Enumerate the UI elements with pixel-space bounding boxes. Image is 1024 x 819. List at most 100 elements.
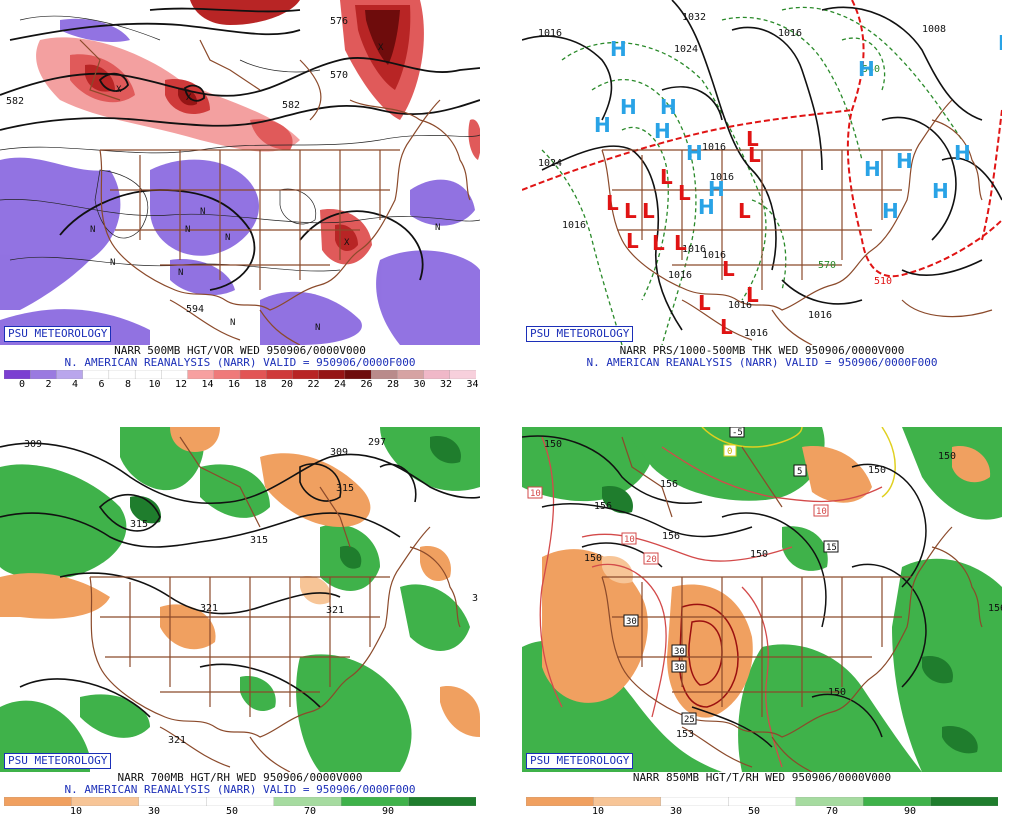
svg-text:N: N xyxy=(435,223,440,233)
height-contours xyxy=(522,435,927,748)
contour-label: 321 xyxy=(326,605,344,616)
isobar-label: 1016 xyxy=(562,220,586,231)
scale-swatch xyxy=(239,370,267,379)
scale-swatch xyxy=(930,797,998,806)
contour-label: 297 xyxy=(368,437,386,448)
scale-tick-label: 34 xyxy=(466,379,479,390)
high-pressure-symbol: H xyxy=(698,195,715,219)
psu-meteorology-badge: PSU METEOROLOGY xyxy=(4,326,112,342)
low-pressure-symbol: L xyxy=(606,191,619,215)
svg-text:X: X xyxy=(186,93,192,103)
panel-850mb-temp-rh: 150 150 156 156 150 150 156 150 150 156 … xyxy=(522,427,1002,819)
contour-label: 309 xyxy=(330,447,348,458)
temp-label: 30 xyxy=(626,617,637,627)
scale-tick-label: 70 xyxy=(825,806,839,817)
temp-label: -5 xyxy=(732,428,743,438)
rh-moist-areas xyxy=(522,427,1002,772)
scale-tick-label: 18 xyxy=(254,379,267,390)
scale-tick-label: 30 xyxy=(413,379,426,390)
scale-swatch xyxy=(795,797,864,806)
panel-title: NARR 700MB HGT/RH WED 950906/0000V000 xyxy=(117,771,363,784)
vorticity-markers: N NN NNN NNN XXX X xyxy=(90,43,440,333)
thickness-label: 570 xyxy=(818,260,836,271)
scale-swatch xyxy=(134,370,162,379)
isobar-label: 1016 xyxy=(668,270,692,281)
scale-swatch xyxy=(108,370,136,379)
contour-label: 321 xyxy=(168,735,186,746)
isobar-label: 1016 xyxy=(682,244,706,255)
scale-swatch xyxy=(138,797,207,806)
map-500mb: 582 570 582 594 576 N NN NNN NNN XXX X xyxy=(0,0,480,345)
contour-label: 321 xyxy=(200,603,218,614)
high-pressure-symbol: H xyxy=(654,119,671,143)
scale-tick-label: 70 xyxy=(303,806,317,817)
low-pressure-symbol: L xyxy=(660,165,673,189)
geography-lines xyxy=(79,39,471,345)
scale-swatch xyxy=(593,797,662,806)
temperature-cold-contours xyxy=(701,427,896,498)
contour-labels: 150 150 156 156 150 150 156 150 150 156 … xyxy=(544,439,1002,740)
contour-label: 315 xyxy=(336,483,354,494)
high-pressure-symbol: H xyxy=(660,95,677,119)
panel-title: NARR 850MB HGT/T/RH WED 950906/0000V000 xyxy=(632,771,892,784)
low-pressure-symbol: L xyxy=(624,199,637,223)
geography-lines xyxy=(601,436,983,772)
temp-label: 10 xyxy=(816,507,827,517)
svg-text:X: X xyxy=(378,43,384,53)
isobar-label: 1024 xyxy=(538,158,562,169)
scale-tick-label: 8 xyxy=(124,379,132,390)
isobar-label: 1016 xyxy=(778,28,802,39)
panel-title: NARR 500MB HGT/VOR WED 950906/0000V000 xyxy=(114,344,366,357)
scale-tick-label: 50 xyxy=(747,806,761,817)
panel-title: NARR PRS/1000-500MB THK WED 950906/0000V… xyxy=(619,344,905,357)
low-pressure-symbol: L xyxy=(720,315,733,339)
svg-text:N: N xyxy=(200,207,205,217)
thickness-label: 540 xyxy=(862,64,880,75)
map-850mb: 150 150 156 156 150 150 156 150 150 156 … xyxy=(522,427,1002,772)
temp-label: 30 xyxy=(674,647,685,657)
scale-tick-label: 10 xyxy=(148,379,161,390)
scale-tick-label: 10 xyxy=(69,806,83,817)
color-scale-bar xyxy=(4,370,476,379)
isobar-label: 1016 xyxy=(744,328,768,339)
isobar-label: 1032 xyxy=(682,12,706,23)
scale-swatch xyxy=(82,370,110,379)
svg-text:N: N xyxy=(90,225,95,235)
thickness-contours xyxy=(541,6,963,345)
contour-label: 150 xyxy=(868,465,886,476)
high-pressure-symbol: H xyxy=(896,149,913,173)
color-scale-bar xyxy=(526,797,998,806)
psu-meteorology-badge: PSU METEOROLOGY xyxy=(526,326,634,342)
scale-swatch xyxy=(423,370,451,379)
scale-swatch xyxy=(161,370,189,379)
scale-swatch xyxy=(408,797,476,806)
scale-tick-label: 50 xyxy=(225,806,239,817)
low-pressure-symbol: L xyxy=(722,257,735,281)
contour-label: 582 xyxy=(6,96,24,107)
contour-label: 150 xyxy=(750,549,768,560)
contour-label: 150 xyxy=(938,451,956,462)
scale-swatch xyxy=(449,370,476,379)
svg-text:X: X xyxy=(344,238,350,248)
high-pressure-symbol: H xyxy=(610,37,627,61)
scale-tick-label: 30 xyxy=(669,806,683,817)
panel-700mb-rh: 309 297 309 315 315 315 321 321 321 3 PS… xyxy=(0,427,480,819)
psu-meteorology-badge: PSU METEOROLOGY xyxy=(4,753,112,769)
low-pressure-symbol: L xyxy=(626,229,639,253)
scale-swatch xyxy=(292,370,320,379)
high-pressure-symbol: H xyxy=(620,95,637,119)
contour-label: 315 xyxy=(130,519,148,530)
panel-subtitle: N. AMERICAN REANALYSIS (NARR) VALID = 95… xyxy=(586,356,938,369)
contour-label: 153 xyxy=(676,729,694,740)
isobar-label: 1016 xyxy=(702,142,726,153)
scale-swatch xyxy=(397,370,425,379)
low-pressure-symbol: L xyxy=(678,181,691,205)
scale-tick-label: 90 xyxy=(381,806,395,817)
high-pressure-symbol: H xyxy=(708,177,725,201)
high-pressure-symbol: H xyxy=(932,179,949,203)
scale-swatch xyxy=(71,797,140,806)
scale-swatch xyxy=(266,370,294,379)
scale-swatch xyxy=(56,370,84,379)
isobar-labels: 1016 1032 1024 1016 1024 1016 1016 1016 … xyxy=(538,12,946,339)
contour-label: 156 xyxy=(662,531,680,542)
